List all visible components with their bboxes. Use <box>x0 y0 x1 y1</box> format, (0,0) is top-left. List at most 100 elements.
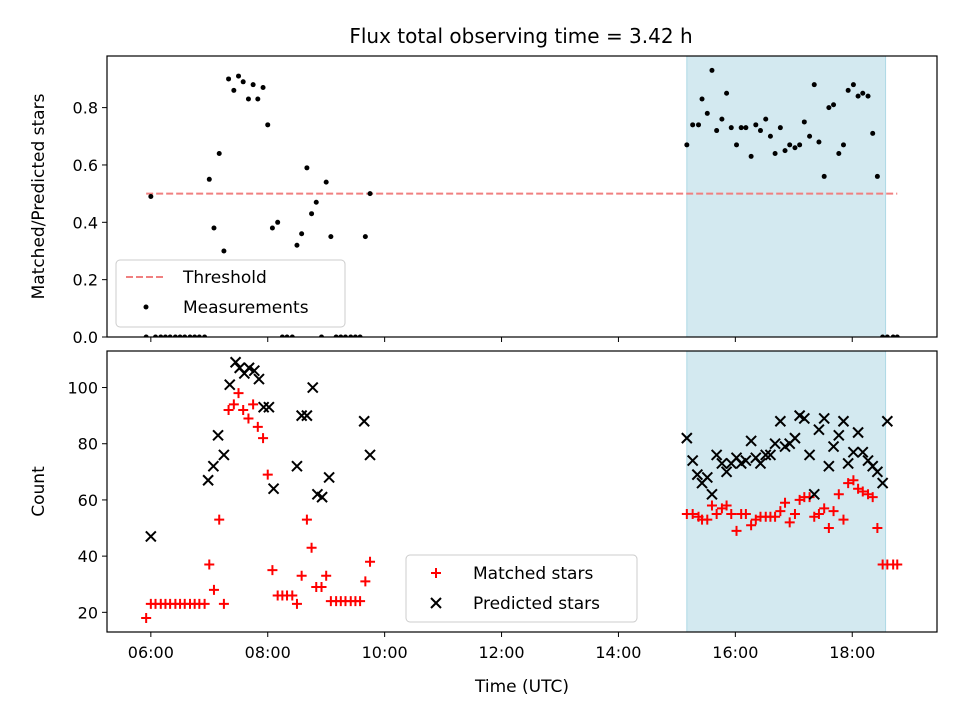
predicted-stars-point <box>740 454 752 467</box>
matched-stars-point <box>252 421 263 432</box>
predicted-stars-point <box>364 449 376 461</box>
predicted-stars-point <box>681 432 693 444</box>
measurement-point <box>714 128 720 134</box>
measurement-point <box>313 199 319 205</box>
predicted-stars-point <box>803 449 816 461</box>
predicted-stars-point <box>847 446 860 458</box>
measurement-point <box>811 82 817 88</box>
legend-box <box>115 259 346 328</box>
measurement-point <box>757 128 763 134</box>
y-tick-label: 0.8 <box>73 99 98 118</box>
legend-measurements-label: Measurements <box>183 298 309 318</box>
matched-stars-point <box>775 506 786 517</box>
measurement-point <box>792 145 798 151</box>
predicted-stars-point <box>291 460 303 472</box>
predicted-stars-point <box>745 435 757 447</box>
matched-stars-point <box>848 475 859 486</box>
plot-area <box>143 67 900 337</box>
matched-stars-point <box>296 570 307 581</box>
measurement-point <box>880 334 886 337</box>
matched-stars-point <box>258 433 269 444</box>
measurement-point <box>284 334 290 337</box>
measurement-point <box>294 242 300 248</box>
measurement-point <box>801 119 807 125</box>
matched-stars-point <box>770 511 781 522</box>
measurement-point <box>279 334 285 337</box>
y-tick-label: 60 <box>78 491 98 510</box>
matched-stars-point <box>843 478 854 489</box>
measurement-point <box>328 234 334 240</box>
plot-area <box>141 356 903 623</box>
legend-predicted-swatch <box>430 597 442 609</box>
predicted-stars-point <box>760 449 772 461</box>
measurement-point <box>357 334 363 337</box>
measurement-point <box>255 96 261 102</box>
measurement-point <box>216 150 222 156</box>
predicted-stars-point <box>769 438 781 450</box>
measurement-point <box>850 82 856 88</box>
measurement-point <box>787 142 793 148</box>
y-tick-label: 40 <box>78 547 98 566</box>
matched-stars-point <box>243 413 254 424</box>
y-tick-label: 20 <box>78 603 98 622</box>
predicted-stars-point <box>871 466 884 478</box>
measurement-point <box>719 116 725 122</box>
matched-stars-point <box>833 489 844 500</box>
measurement-point <box>148 194 154 199</box>
measurement-point <box>299 231 305 237</box>
measurement-point <box>767 133 773 139</box>
measurement-point <box>319 334 325 337</box>
shaded-observing-window <box>686 350 887 633</box>
measurement-point <box>836 150 842 156</box>
axes-frame <box>106 55 938 338</box>
y-tick-label: 0.6 <box>73 156 98 175</box>
measurement-point <box>690 122 696 128</box>
matched-stars-point <box>262 469 273 480</box>
measurement-point <box>202 334 208 337</box>
measurement-point <box>728 125 734 131</box>
predicted-stars-point <box>876 477 889 489</box>
series-predicted-stars <box>145 356 894 543</box>
measurement-point <box>753 122 759 128</box>
measurement-point <box>855 93 861 99</box>
matched-stars-point <box>838 514 849 525</box>
measurement-point <box>763 116 769 122</box>
predicted-stars-point <box>754 457 767 470</box>
series-measurements <box>143 67 900 337</box>
plot-counts: 20 40 60 80 100 06:00 08:00 10:00 12:00 14:00 16:0… <box>29 350 938 697</box>
y-axis-label: Matched/Predicted stars <box>29 93 49 299</box>
measurement-point <box>172 334 178 337</box>
matched-stars-point <box>731 525 742 536</box>
matched-stars-point <box>365 556 376 567</box>
measurement-point <box>860 90 866 96</box>
matched-stars-point <box>784 517 795 528</box>
measurement-point <box>709 67 715 73</box>
matched-stars-point <box>360 576 371 587</box>
measurement-point <box>260 85 266 91</box>
predicted-stars-point <box>823 460 835 472</box>
predicted-stars-point <box>881 415 894 427</box>
measurement-point <box>777 125 783 131</box>
matched-stars-point <box>316 582 327 593</box>
predicted-stars-point <box>295 409 308 422</box>
measurement-point <box>187 334 193 337</box>
measurement-point <box>192 334 198 337</box>
predicted-stars-point <box>257 401 270 413</box>
x-tick-label: 14:00 <box>595 643 641 662</box>
predicted-stars-point <box>833 429 845 442</box>
measurement-point <box>309 211 315 217</box>
x-tick-label: 12:00 <box>478 643 524 662</box>
measurement-point <box>196 334 202 337</box>
predicted-stars-point <box>212 429 224 442</box>
measurement-point <box>211 225 217 231</box>
y-tick-label: 0.0 <box>73 328 98 347</box>
axes-frame <box>106 350 938 633</box>
matched-stars-point <box>141 612 152 623</box>
matched-stars-point <box>301 514 312 525</box>
predicted-stars-point <box>710 449 723 461</box>
matched-stars-point <box>223 405 234 416</box>
legend-matched-label: Matched stars <box>473 564 593 584</box>
measurement-point <box>231 87 237 93</box>
measurement-point <box>362 234 368 240</box>
